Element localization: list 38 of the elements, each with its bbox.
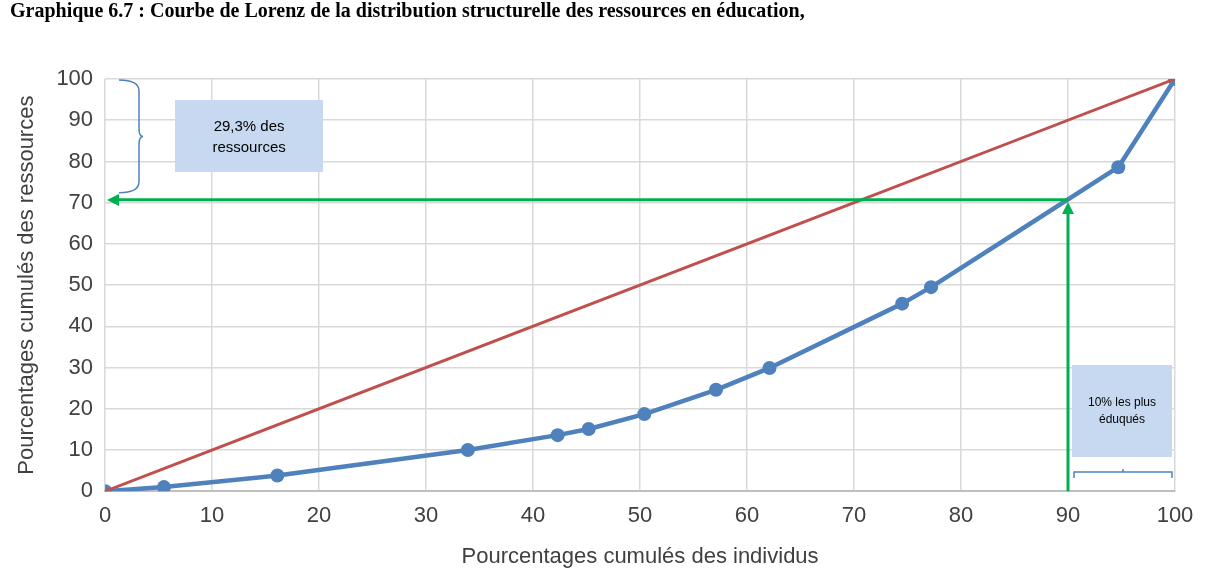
y-tick-label: 0 [80, 477, 94, 503]
point [460, 442, 475, 457]
y-tick-label: 70 [68, 188, 94, 214]
y-tick-label: 30 [68, 353, 94, 379]
x-axis-title: Pourcentages cumulés des individus [461, 542, 819, 568]
y-tick-label: 90 [68, 106, 94, 132]
y-tick-label: 100 [56, 65, 94, 91]
x-tick-label: 0 [98, 502, 112, 528]
point [156, 480, 171, 492]
y-tick-label: 40 [68, 312, 94, 338]
y-tick-label: 80 [68, 147, 94, 173]
x-tick-label: 50 [627, 502, 653, 528]
y-axis-title: Pourcentages cumulés des ressources [13, 95, 39, 475]
point [762, 360, 777, 375]
point [895, 296, 910, 311]
point [581, 421, 596, 436]
x-tick-label: 80 [948, 502, 974, 528]
point [1111, 160, 1126, 175]
note-box: 10% les plus éduqués [1072, 365, 1172, 458]
x-tick-label: 20 [306, 502, 332, 528]
y-tick-label: 10 [68, 436, 94, 462]
x-tick-label: 90 [1055, 502, 1081, 528]
x-tick-label: 40 [520, 502, 546, 528]
chart-title: Graphique 6.7 : Courbe de Lorenz de la distribution structurelle des ressources en éducation, [10, 0, 805, 23]
x-tick-label: 60 [734, 502, 760, 528]
y-tick-label: 50 [68, 271, 94, 297]
point [637, 407, 652, 422]
x-tick-label: 70 [841, 502, 867, 528]
x-tick-label: 30 [413, 502, 439, 528]
point [924, 280, 939, 295]
note-box: 29,3% des ressources [175, 100, 324, 173]
point [709, 382, 724, 397]
point [270, 468, 285, 483]
x-tick-label: 10 [199, 502, 225, 528]
x-tick-label: 100 [1156, 502, 1194, 528]
y-tick-label: 20 [68, 394, 94, 420]
y-tick-label: 60 [68, 229, 94, 255]
point [550, 428, 565, 443]
